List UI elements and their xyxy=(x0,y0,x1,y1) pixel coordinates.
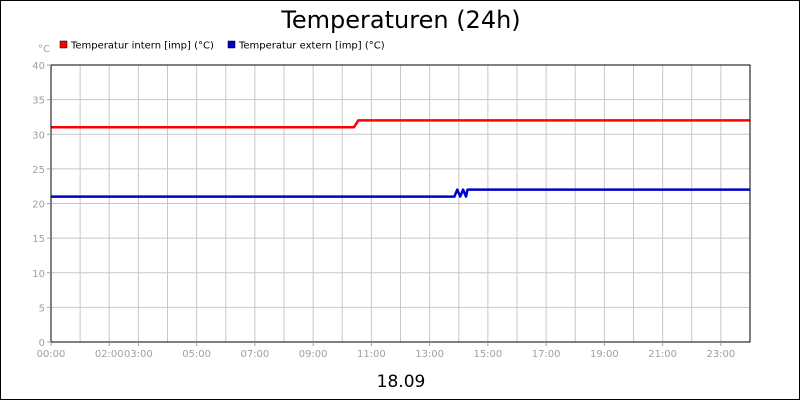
legend: Temperatur intern [imp] (°C) Temperatur e… xyxy=(59,40,385,52)
series-lines xyxy=(51,119,750,198)
y-axis-unit: °C xyxy=(38,44,50,55)
x-tick-label: 11:00 xyxy=(357,349,386,360)
y-tick-label: 0 xyxy=(39,338,45,349)
x-tick-label: 23:00 xyxy=(706,349,735,360)
legend-swatch-intern xyxy=(59,40,68,49)
y-tick-label: 25 xyxy=(32,165,45,176)
x-tick-label: 09:00 xyxy=(299,349,328,360)
y-tick-label: 40 xyxy=(32,61,45,72)
x-tick-label: 15:00 xyxy=(473,349,502,360)
date-label: 18.09 xyxy=(377,372,426,392)
y-tick-label: 15 xyxy=(32,234,45,245)
x-tick-label: 03:00 xyxy=(124,349,153,360)
x-tick-label: 13:00 xyxy=(415,349,444,360)
x-tick-label: 17:00 xyxy=(532,349,561,360)
y-tick-label: 35 xyxy=(32,96,45,107)
grid xyxy=(51,65,750,342)
legend-swatch-extern xyxy=(227,40,236,49)
tick-labels: 0 5 10 15 20 25 30 35 40 00:00 02:00 03:00 05:00 07:0… xyxy=(32,61,735,360)
legend-label-intern: Temperatur intern [imp] (°C) xyxy=(70,41,214,52)
x-tick-label: 02:00 xyxy=(95,349,124,360)
series-line-intern xyxy=(51,119,750,129)
y-tick-label: 5 xyxy=(39,303,45,314)
x-tick-label: 21:00 xyxy=(648,349,677,360)
y-tick-label: 20 xyxy=(32,200,45,211)
x-tick-label: 05:00 xyxy=(182,349,211,360)
chart-title: Temperaturen (24h) xyxy=(280,6,520,34)
x-tick-label: 19:00 xyxy=(590,349,619,360)
y-tick-label: 10 xyxy=(32,269,45,280)
x-tick-label: 07:00 xyxy=(240,349,269,360)
legend-label-extern: Temperatur extern [imp] (°C) xyxy=(238,41,385,52)
series-line-extern xyxy=(51,188,750,198)
x-tick-label: 00:00 xyxy=(37,349,66,360)
y-tick-label: 30 xyxy=(32,130,45,141)
